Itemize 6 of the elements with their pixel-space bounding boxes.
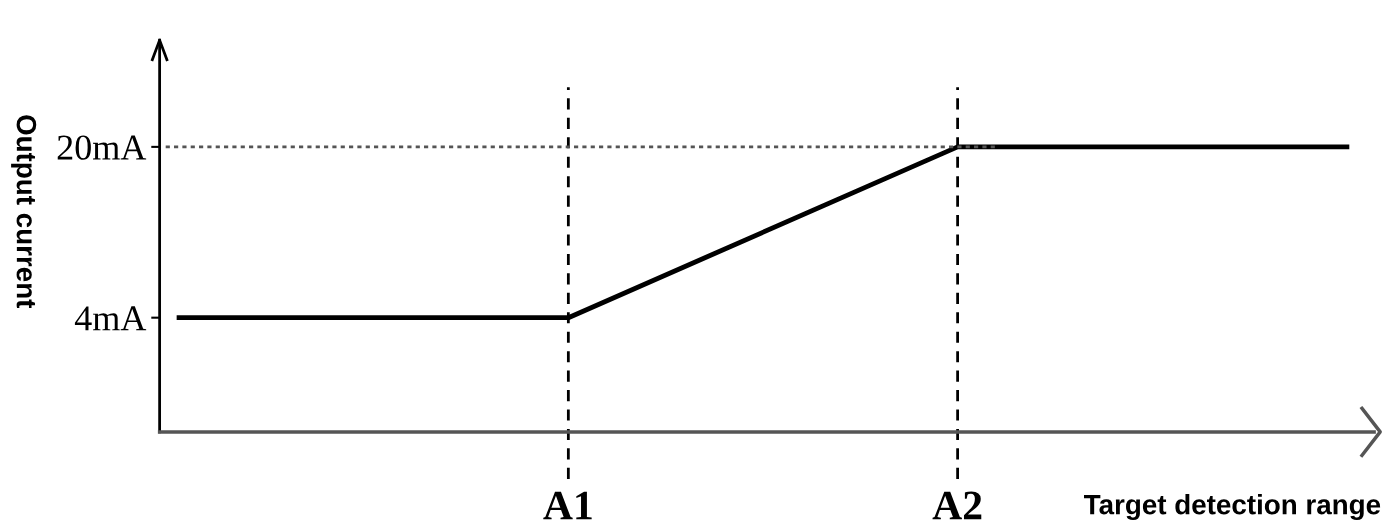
y-axis-title: Output current <box>11 115 37 309</box>
x-axis-title: Target detection range <box>1084 494 1381 521</box>
x-tick-label: A1 <box>543 491 592 520</box>
x-tick-label: A2 <box>932 491 982 520</box>
y-tick-label: 4mA <box>74 306 147 331</box>
y-tick-label: 20mA <box>57 135 147 160</box>
